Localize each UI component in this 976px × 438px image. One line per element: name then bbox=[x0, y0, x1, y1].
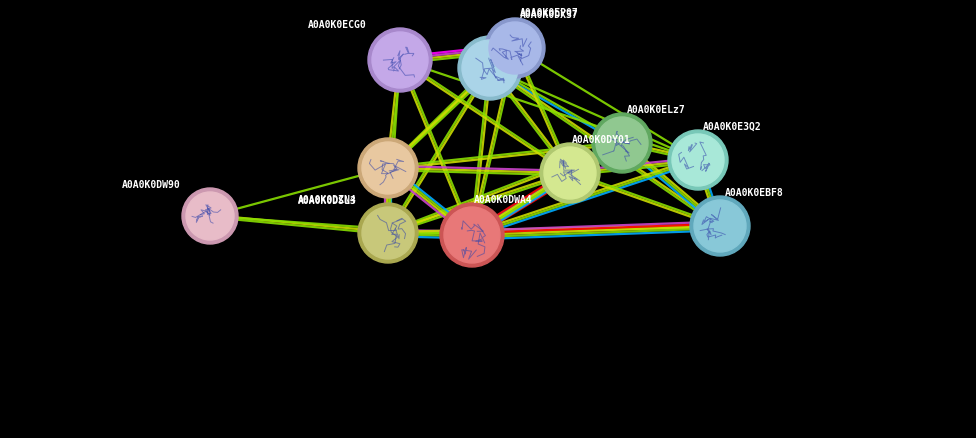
Circle shape bbox=[544, 147, 596, 199]
Circle shape bbox=[372, 32, 428, 88]
Text: A0A0K0EBF8: A0A0K0EBF8 bbox=[725, 188, 784, 198]
Circle shape bbox=[362, 207, 414, 259]
Circle shape bbox=[596, 117, 648, 169]
Text: A0A0K0E3Q2: A0A0K0E3Q2 bbox=[703, 122, 761, 132]
Text: A0A0K0EP07: A0A0K0EP07 bbox=[520, 8, 579, 18]
Text: A0A0K0ECG0: A0A0K0ECG0 bbox=[308, 20, 367, 30]
Circle shape bbox=[668, 130, 728, 190]
Circle shape bbox=[368, 28, 432, 92]
Circle shape bbox=[489, 22, 541, 74]
Text: A0A0K0DSL3: A0A0K0DSL3 bbox=[299, 196, 357, 206]
Circle shape bbox=[444, 207, 500, 263]
Circle shape bbox=[186, 192, 234, 240]
Circle shape bbox=[672, 134, 724, 186]
Circle shape bbox=[358, 203, 418, 263]
Text: A0A0K0DX37: A0A0K0DX37 bbox=[520, 10, 579, 20]
Text: A0A0K0ELz7: A0A0K0ELz7 bbox=[627, 105, 686, 115]
Text: A0A0K0DW90: A0A0K0DW90 bbox=[122, 180, 181, 190]
Circle shape bbox=[690, 196, 750, 256]
Circle shape bbox=[440, 203, 504, 267]
Circle shape bbox=[540, 143, 600, 203]
Text: A0A0K0DWA4: A0A0K0DWA4 bbox=[474, 195, 533, 205]
Text: A0A0K0DY01: A0A0K0DY01 bbox=[572, 135, 630, 145]
Circle shape bbox=[362, 142, 414, 194]
Circle shape bbox=[458, 36, 522, 100]
Circle shape bbox=[592, 113, 652, 173]
Circle shape bbox=[462, 40, 518, 96]
Text: A0A0K0DZN4: A0A0K0DZN4 bbox=[299, 195, 357, 205]
Circle shape bbox=[694, 200, 746, 252]
Circle shape bbox=[485, 18, 545, 78]
Circle shape bbox=[358, 138, 418, 198]
Circle shape bbox=[182, 188, 238, 244]
